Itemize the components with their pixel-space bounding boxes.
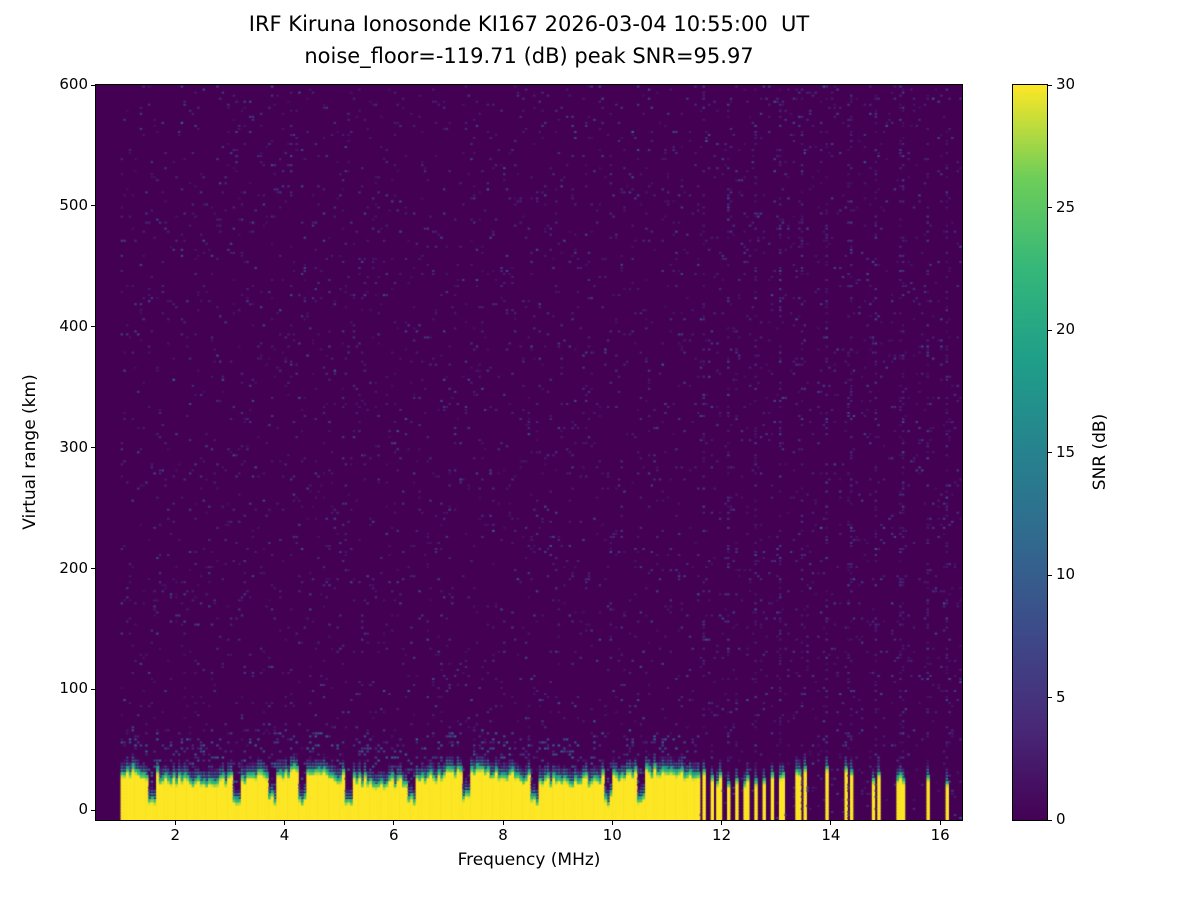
- x-tick-mark: [174, 821, 176, 825]
- colorbar-tick-label: 5: [1056, 687, 1066, 706]
- y-tick-mark: [91, 568, 95, 570]
- colorbar-tick-mark: [1048, 452, 1052, 453]
- ionogram-heatmap: [95, 84, 963, 821]
- x-tick-label: 8: [498, 826, 508, 844]
- x-tick-label: 16: [930, 826, 950, 844]
- y-tick-mark: [91, 326, 95, 328]
- y-tick-label: 0: [78, 800, 88, 819]
- colorbar-tick-mark: [1048, 207, 1052, 208]
- colorbar-tick-label: 0: [1056, 810, 1066, 828]
- colorbar-tick-mark: [1048, 84, 1052, 86]
- x-axis-label: Frequency (MHz): [457, 850, 601, 870]
- x-tick-label: 10: [602, 826, 622, 844]
- colorbar-tick-label: 25: [1056, 197, 1076, 216]
- x-tick-mark: [502, 821, 504, 825]
- y-tick-label: 300: [59, 437, 88, 456]
- colorbar-label: SNR (dB): [1090, 413, 1110, 491]
- chart-title: IRF Kiruna Ionosonde KI167 2026-03-04 10…: [248, 12, 810, 36]
- y-tick-label: 600: [59, 75, 88, 93]
- y-tick-mark: [91, 688, 95, 690]
- chart-subtitle: noise_floor=-119.71 (dB) peak SNR=95.97: [304, 44, 754, 68]
- x-tick-label: 12: [712, 826, 732, 844]
- y-tick-label: 500: [59, 195, 88, 214]
- y-axis-label: Virtual range (km): [20, 374, 40, 530]
- x-tick-label: 4: [279, 826, 290, 844]
- x-tick-label: 6: [388, 826, 399, 844]
- colorbar-tick-mark: [1048, 329, 1052, 331]
- colorbar-tick-label: 10: [1056, 565, 1076, 583]
- colorbar-tick-label: 15: [1056, 442, 1076, 461]
- colorbar-tick-label: 20: [1056, 320, 1076, 338]
- x-tick-mark: [830, 821, 832, 825]
- x-tick-mark: [283, 821, 285, 825]
- x-tick-mark: [393, 821, 395, 825]
- colorbar-tick-mark: [1048, 574, 1052, 576]
- colorbar: [1012, 84, 1048, 821]
- x-tick-label: 14: [821, 826, 841, 844]
- y-tick-label: 400: [59, 316, 88, 335]
- colorbar-tick-mark: [1048, 819, 1052, 821]
- y-tick-mark: [91, 447, 95, 449]
- colorbar-tick-mark: [1048, 697, 1052, 698]
- y-tick-label: 100: [59, 679, 88, 698]
- y-tick-label: 200: [59, 558, 88, 577]
- y-tick-mark: [91, 84, 95, 86]
- x-tick-mark: [721, 821, 723, 825]
- x-tick-label: 2: [170, 826, 180, 844]
- y-tick-mark: [91, 205, 95, 207]
- x-tick-mark: [611, 821, 613, 825]
- x-tick-mark: [939, 821, 941, 825]
- colorbar-tick-label: 30: [1056, 75, 1076, 93]
- y-tick-mark: [91, 809, 95, 811]
